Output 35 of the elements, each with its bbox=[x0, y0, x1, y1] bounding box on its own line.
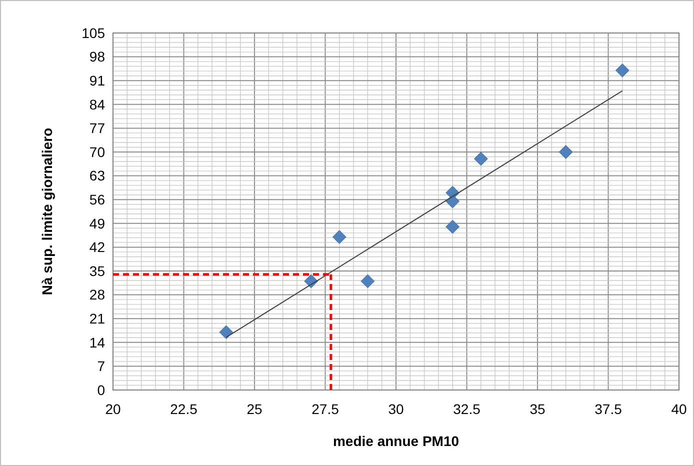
x-tick-label: 37.5 bbox=[594, 401, 622, 417]
y-tick-label: 98 bbox=[89, 48, 106, 65]
y-tick-label: 7 bbox=[97, 358, 106, 374]
y-tick-label: 84 bbox=[89, 96, 106, 112]
y-tick-label: 28 bbox=[89, 286, 106, 303]
x-tick-label: 40 bbox=[671, 401, 687, 417]
point bbox=[474, 152, 488, 166]
y-tick-label: 91 bbox=[89, 72, 106, 88]
x-tick-label: 27.5 bbox=[312, 401, 340, 417]
point bbox=[446, 220, 460, 234]
x-tick-label: 30 bbox=[388, 401, 404, 417]
x-tick-label: 35 bbox=[530, 401, 546, 417]
point bbox=[446, 194, 460, 208]
x-tick-label: 25 bbox=[246, 401, 262, 417]
x-tick-label: 20 bbox=[105, 401, 121, 417]
y-tick-label: 42 bbox=[89, 239, 106, 256]
y-tick-label: 70 bbox=[89, 144, 106, 160]
y-tick-label: 63 bbox=[89, 168, 106, 184]
y-tick-label: 77 bbox=[89, 120, 106, 136]
x-tick-label: 32.5 bbox=[453, 401, 481, 417]
y-tick-label: 0 bbox=[97, 382, 106, 398]
y-tick-label: 21 bbox=[89, 310, 106, 326]
y-tick-label: 56 bbox=[89, 192, 106, 208]
point bbox=[360, 274, 375, 288]
y-tick-label: 49 bbox=[89, 215, 106, 232]
y-tick-label: 105 bbox=[82, 24, 106, 41]
y-tick-label: 14 bbox=[89, 334, 106, 350]
point bbox=[615, 63, 630, 78]
point bbox=[558, 145, 573, 159]
point bbox=[332, 230, 346, 244]
x-tick-label: 22.5 bbox=[170, 401, 198, 417]
point bbox=[219, 325, 234, 340]
x-axis-title: medie annue PM10 bbox=[332, 433, 460, 449]
y-axis-title: Nà sup. limite giornaliero bbox=[39, 128, 55, 296]
y-tick-label: 35 bbox=[89, 262, 106, 279]
